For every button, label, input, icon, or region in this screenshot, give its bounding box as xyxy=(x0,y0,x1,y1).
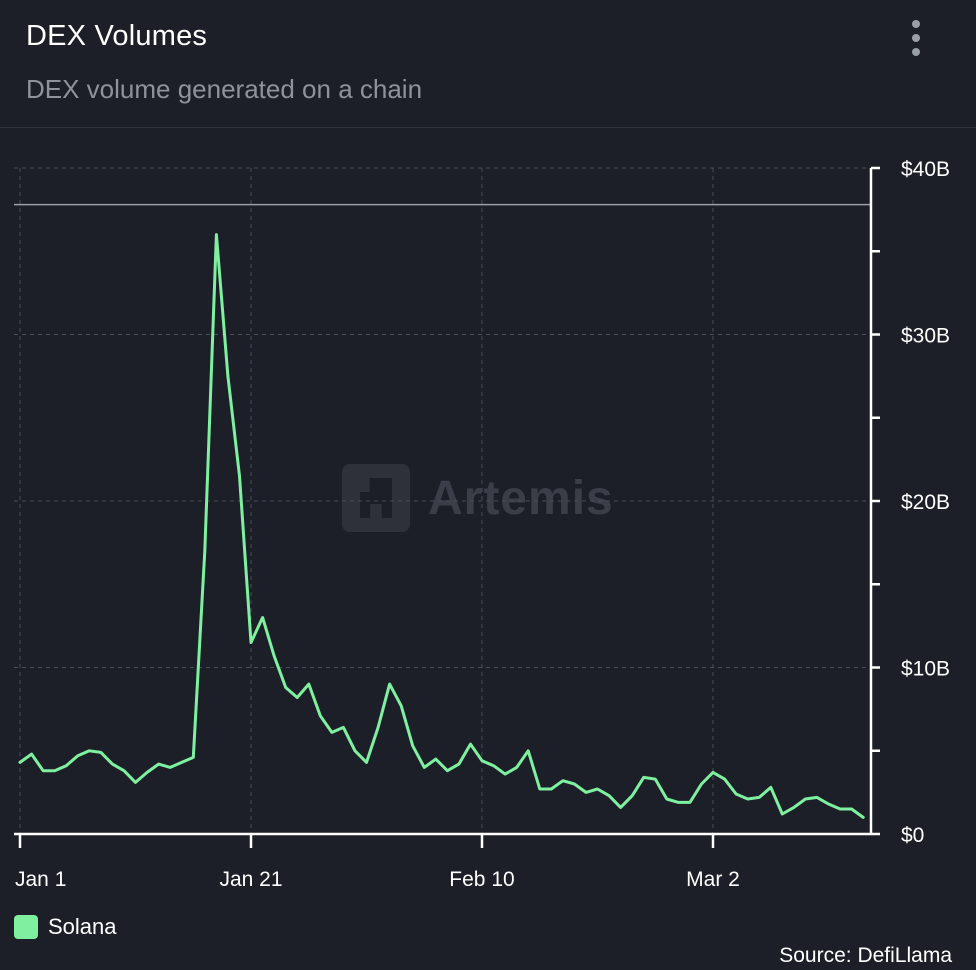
series-line-solana xyxy=(18,233,865,819)
x-tick-label: Feb 10 xyxy=(449,868,514,891)
y-tick-label: $0 xyxy=(901,824,924,847)
legend-label: Solana xyxy=(48,914,117,939)
more-vertical-icon xyxy=(912,34,920,42)
x-tick-label: Jan 1 xyxy=(15,868,66,891)
more-vertical-icon xyxy=(912,20,920,28)
artemis-logo-icon xyxy=(342,464,410,532)
watermark-text: Artemis xyxy=(428,471,614,525)
x-tick-label: Mar 2 xyxy=(686,868,740,891)
x-tick-label: Jan 21 xyxy=(219,868,282,891)
more-options-button[interactable] xyxy=(898,16,934,60)
chart-subtitle: DEX volume generated on a chain xyxy=(26,74,423,104)
chart-header: DEX Volumes DEX volume generated on a ch… xyxy=(0,0,976,128)
legend-swatch xyxy=(14,915,38,939)
y-tick-label: $40B xyxy=(901,158,950,181)
y-tick-label: $30B xyxy=(901,325,950,348)
artemis-watermark: Artemis xyxy=(342,464,614,532)
y-tick-label: $10B xyxy=(901,658,950,681)
y-tick-label: $20B xyxy=(901,491,950,514)
legend-item-solana[interactable]: Solana xyxy=(14,912,117,942)
more-vertical-icon xyxy=(912,48,920,56)
source-note: Source: DefiLlama xyxy=(779,944,952,967)
chart-title: DEX Volumes xyxy=(26,20,208,52)
